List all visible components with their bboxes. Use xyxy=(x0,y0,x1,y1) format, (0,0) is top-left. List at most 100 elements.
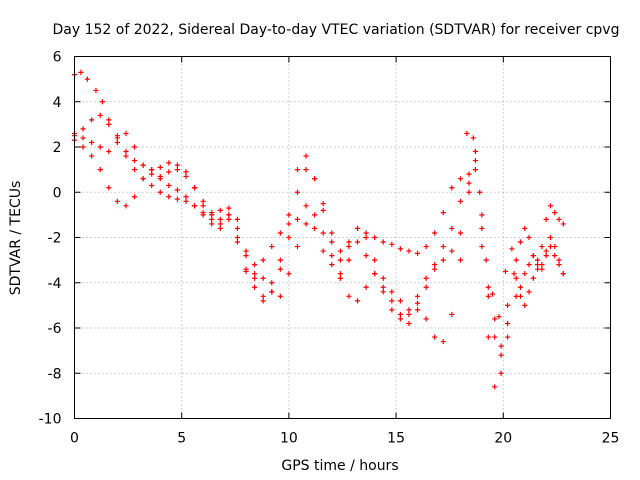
data-point xyxy=(526,234,532,241)
chart-title: Day 152 of 2022, Sidereal Day-to-day VTE… xyxy=(53,22,620,38)
data-point xyxy=(380,275,386,281)
data-point xyxy=(535,266,541,272)
data-point xyxy=(149,182,155,189)
data-point xyxy=(477,189,483,195)
data-point xyxy=(337,257,343,263)
data-point xyxy=(80,126,86,132)
data-point xyxy=(243,253,249,259)
data-point xyxy=(329,239,335,245)
data-point xyxy=(183,173,189,180)
data-point xyxy=(166,169,172,175)
x-tick-label: 15 xyxy=(387,431,405,447)
data-point xyxy=(472,148,479,155)
data-point xyxy=(440,243,446,250)
data-point xyxy=(492,384,498,390)
data-point xyxy=(479,243,485,250)
data-point xyxy=(517,239,524,245)
data-point xyxy=(234,225,241,232)
data-point xyxy=(260,275,266,281)
data-point xyxy=(547,243,554,250)
data-point xyxy=(226,205,232,211)
data-point xyxy=(320,207,326,213)
data-point xyxy=(560,271,566,277)
data-point xyxy=(329,253,335,259)
data-point xyxy=(513,275,519,281)
x-tick-label: 25 xyxy=(602,431,620,447)
data-point xyxy=(522,271,528,277)
data-point xyxy=(406,311,412,318)
data-point xyxy=(269,280,275,286)
data-point xyxy=(140,162,146,168)
data-point xyxy=(89,153,95,159)
data-point xyxy=(99,99,105,105)
data-point xyxy=(483,257,489,263)
x-tick-label: 0 xyxy=(70,431,79,447)
x-axis-title: GPS time / hours xyxy=(281,458,398,474)
data-point xyxy=(517,284,524,290)
data-point xyxy=(157,189,163,195)
data-point xyxy=(294,243,301,250)
plot-frame xyxy=(74,56,611,419)
data-point xyxy=(449,311,455,318)
data-point xyxy=(269,289,275,295)
y-tick-label: -4 xyxy=(48,276,62,292)
data-point xyxy=(217,221,223,227)
data-point xyxy=(106,117,112,123)
data-point xyxy=(432,230,438,236)
data-point xyxy=(217,216,223,222)
data-point xyxy=(346,239,352,245)
data-point xyxy=(174,187,181,193)
data-point xyxy=(286,212,292,218)
y-tick-label: 6 xyxy=(53,50,62,66)
data-point xyxy=(149,171,155,177)
data-point xyxy=(464,130,470,137)
data-point xyxy=(106,121,112,127)
data-point xyxy=(346,257,352,263)
data-point xyxy=(363,230,369,236)
y-tick-label: -8 xyxy=(48,366,62,382)
x-tick-label: 20 xyxy=(494,431,512,447)
data-point xyxy=(406,307,412,313)
data-point xyxy=(166,194,172,200)
data-point xyxy=(260,298,266,304)
data-point xyxy=(406,248,412,254)
series-track-7 xyxy=(513,225,566,277)
data-point xyxy=(535,257,541,263)
data-point xyxy=(472,157,479,164)
data-point xyxy=(489,291,496,297)
data-point xyxy=(543,253,549,259)
data-point xyxy=(174,162,181,168)
data-point xyxy=(363,234,369,241)
data-point xyxy=(337,271,343,277)
data-point xyxy=(200,210,206,216)
data-point xyxy=(513,293,519,299)
data-point xyxy=(354,298,361,304)
data-point xyxy=(286,271,292,277)
data-point xyxy=(183,194,189,200)
data-point xyxy=(380,284,386,290)
data-point xyxy=(397,298,403,304)
data-point xyxy=(93,87,99,94)
data-point xyxy=(329,262,335,268)
data-point xyxy=(466,180,472,186)
y-tick-label: -10 xyxy=(39,412,62,428)
data-point xyxy=(269,243,275,250)
y-tick-label: -6 xyxy=(48,321,62,337)
data-point xyxy=(243,248,249,254)
data-point xyxy=(80,135,86,141)
data-point xyxy=(556,257,562,263)
series-track-5 xyxy=(513,203,566,308)
y-axis-title: SDTVAR / TECUs xyxy=(8,181,24,296)
y-tick-labels: -10 -8 -6 -4 -2 0 2 4 6 xyxy=(39,50,62,428)
data-point xyxy=(131,144,138,150)
data-point xyxy=(89,139,95,146)
data-point xyxy=(498,352,504,358)
data-point xyxy=(209,210,215,216)
data-point xyxy=(277,257,283,263)
data-point xyxy=(183,169,189,175)
data-point xyxy=(114,135,120,141)
data-point xyxy=(286,221,292,227)
data-point xyxy=(303,221,309,227)
data-point xyxy=(547,203,554,209)
data-point xyxy=(84,76,90,82)
